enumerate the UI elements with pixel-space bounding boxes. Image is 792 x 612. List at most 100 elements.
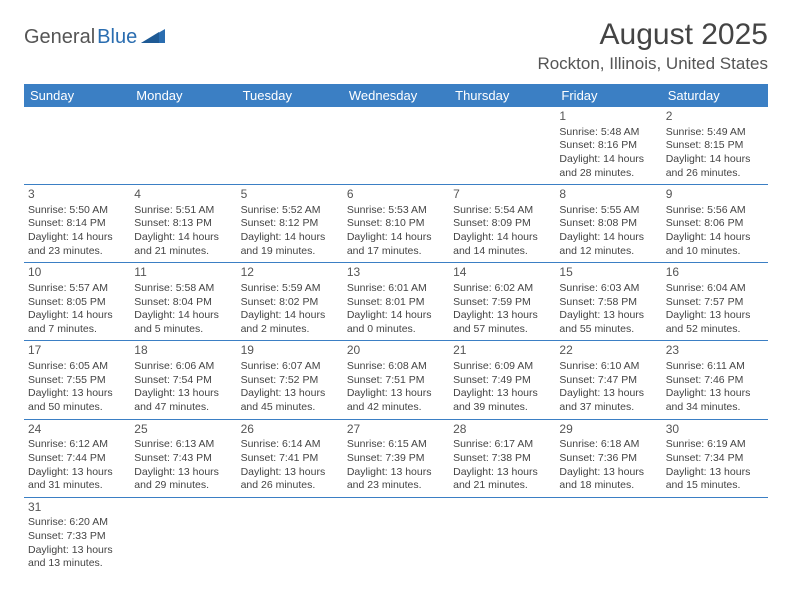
daylight-line-1: Daylight: 13 hours bbox=[134, 387, 232, 401]
daylight-line-1: Daylight: 13 hours bbox=[666, 466, 764, 480]
header: GeneralBlue August 2025 Rockton, Illinoi… bbox=[24, 18, 768, 74]
daylight-line-1: Daylight: 13 hours bbox=[559, 309, 657, 323]
sunrise-line: Sunrise: 6:04 AM bbox=[666, 282, 764, 296]
daylight-line-2: and 57 minutes. bbox=[453, 323, 551, 337]
calendar-table: SundayMondayTuesdayWednesdayThursdayFrid… bbox=[24, 84, 768, 575]
calendar-day-cell: 20Sunrise: 6:08 AMSunset: 7:51 PMDayligh… bbox=[343, 341, 449, 419]
daylight-line-2: and 52 minutes. bbox=[666, 323, 764, 337]
daylight-line-1: Daylight: 13 hours bbox=[134, 466, 232, 480]
weekday-header-row: SundayMondayTuesdayWednesdayThursdayFrid… bbox=[24, 84, 768, 107]
sunrise-line: Sunrise: 6:14 AM bbox=[241, 438, 339, 452]
day-number: 27 bbox=[347, 422, 445, 438]
day-number: 10 bbox=[28, 265, 126, 281]
sunrise-line: Sunrise: 6:02 AM bbox=[453, 282, 551, 296]
calendar-day-cell: 23Sunrise: 6:11 AMSunset: 7:46 PMDayligh… bbox=[662, 341, 768, 419]
calendar-day-cell: 17Sunrise: 6:05 AMSunset: 7:55 PMDayligh… bbox=[24, 341, 130, 419]
sunrise-line: Sunrise: 6:03 AM bbox=[559, 282, 657, 296]
calendar-day-cell: 3Sunrise: 5:50 AMSunset: 8:14 PMDaylight… bbox=[24, 185, 130, 263]
sunset-line: Sunset: 7:46 PM bbox=[666, 374, 764, 388]
daylight-line-1: Daylight: 13 hours bbox=[241, 466, 339, 480]
daylight-line-2: and 15 minutes. bbox=[666, 479, 764, 493]
calendar-day-cell: 12Sunrise: 5:59 AMSunset: 8:02 PMDayligh… bbox=[237, 263, 343, 341]
daylight-line-2: and 2 minutes. bbox=[241, 323, 339, 337]
calendar-day-cell: 24Sunrise: 6:12 AMSunset: 7:44 PMDayligh… bbox=[24, 419, 130, 497]
calendar-day-cell: 30Sunrise: 6:19 AMSunset: 7:34 PMDayligh… bbox=[662, 419, 768, 497]
weekday-header: Saturday bbox=[662, 84, 768, 107]
sunset-line: Sunset: 7:59 PM bbox=[453, 296, 551, 310]
day-number: 1 bbox=[559, 109, 657, 125]
sunset-line: Sunset: 7:33 PM bbox=[28, 530, 126, 544]
daylight-line-2: and 55 minutes. bbox=[559, 323, 657, 337]
daylight-line-1: Daylight: 14 hours bbox=[559, 231, 657, 245]
sunrise-line: Sunrise: 6:01 AM bbox=[347, 282, 445, 296]
sunrise-line: Sunrise: 5:53 AM bbox=[347, 204, 445, 218]
calendar-day-cell: 6Sunrise: 5:53 AMSunset: 8:10 PMDaylight… bbox=[343, 185, 449, 263]
day-number: 21 bbox=[453, 343, 551, 359]
calendar-day-cell bbox=[237, 497, 343, 575]
day-number: 29 bbox=[559, 422, 657, 438]
daylight-line-2: and 18 minutes. bbox=[559, 479, 657, 493]
sunset-line: Sunset: 8:13 PM bbox=[134, 217, 232, 231]
day-number: 20 bbox=[347, 343, 445, 359]
daylight-line-2: and 39 minutes. bbox=[453, 401, 551, 415]
calendar-day-cell: 31Sunrise: 6:20 AMSunset: 7:33 PMDayligh… bbox=[24, 497, 130, 575]
calendar-day-cell: 15Sunrise: 6:03 AMSunset: 7:58 PMDayligh… bbox=[555, 263, 661, 341]
sunrise-line: Sunrise: 6:11 AM bbox=[666, 360, 764, 374]
day-number: 22 bbox=[559, 343, 657, 359]
logo: GeneralBlue bbox=[24, 18, 165, 49]
calendar-day-cell: 1Sunrise: 5:48 AMSunset: 8:16 PMDaylight… bbox=[555, 107, 661, 185]
sunrise-line: Sunrise: 6:06 AM bbox=[134, 360, 232, 374]
day-number: 13 bbox=[347, 265, 445, 281]
daylight-line-2: and 7 minutes. bbox=[28, 323, 126, 337]
calendar-day-cell bbox=[449, 107, 555, 185]
sunrise-line: Sunrise: 6:15 AM bbox=[347, 438, 445, 452]
weekday-header: Thursday bbox=[449, 84, 555, 107]
calendar-day-cell: 25Sunrise: 6:13 AMSunset: 7:43 PMDayligh… bbox=[130, 419, 236, 497]
sunset-line: Sunset: 8:01 PM bbox=[347, 296, 445, 310]
calendar-week-row: 24Sunrise: 6:12 AMSunset: 7:44 PMDayligh… bbox=[24, 419, 768, 497]
calendar-day-cell: 26Sunrise: 6:14 AMSunset: 7:41 PMDayligh… bbox=[237, 419, 343, 497]
sunrise-line: Sunrise: 6:18 AM bbox=[559, 438, 657, 452]
daylight-line-2: and 26 minutes. bbox=[241, 479, 339, 493]
daylight-line-2: and 31 minutes. bbox=[28, 479, 126, 493]
sunset-line: Sunset: 7:47 PM bbox=[559, 374, 657, 388]
daylight-line-1: Daylight: 14 hours bbox=[666, 153, 764, 167]
daylight-line-1: Daylight: 14 hours bbox=[666, 231, 764, 245]
sunset-line: Sunset: 7:58 PM bbox=[559, 296, 657, 310]
daylight-line-2: and 50 minutes. bbox=[28, 401, 126, 415]
sunset-line: Sunset: 8:12 PM bbox=[241, 217, 339, 231]
sunset-line: Sunset: 7:44 PM bbox=[28, 452, 126, 466]
sunset-line: Sunset: 8:05 PM bbox=[28, 296, 126, 310]
sunrise-line: Sunrise: 5:52 AM bbox=[241, 204, 339, 218]
day-number: 8 bbox=[559, 187, 657, 203]
sunrise-line: Sunrise: 6:05 AM bbox=[28, 360, 126, 374]
calendar-day-cell bbox=[343, 497, 449, 575]
weekday-header: Sunday bbox=[24, 84, 130, 107]
daylight-line-1: Daylight: 13 hours bbox=[28, 387, 126, 401]
sunset-line: Sunset: 7:38 PM bbox=[453, 452, 551, 466]
sunset-line: Sunset: 7:54 PM bbox=[134, 374, 232, 388]
calendar-week-row: 17Sunrise: 6:05 AMSunset: 7:55 PMDayligh… bbox=[24, 341, 768, 419]
day-number: 6 bbox=[347, 187, 445, 203]
sunrise-line: Sunrise: 5:49 AM bbox=[666, 126, 764, 140]
sunset-line: Sunset: 8:08 PM bbox=[559, 217, 657, 231]
day-number: 26 bbox=[241, 422, 339, 438]
daylight-line-1: Daylight: 13 hours bbox=[453, 387, 551, 401]
sunset-line: Sunset: 8:04 PM bbox=[134, 296, 232, 310]
day-number: 15 bbox=[559, 265, 657, 281]
daylight-line-2: and 5 minutes. bbox=[134, 323, 232, 337]
sunset-line: Sunset: 8:09 PM bbox=[453, 217, 551, 231]
sunrise-line: Sunrise: 5:54 AM bbox=[453, 204, 551, 218]
sunset-line: Sunset: 8:02 PM bbox=[241, 296, 339, 310]
daylight-line-2: and 26 minutes. bbox=[666, 167, 764, 181]
daylight-line-1: Daylight: 14 hours bbox=[28, 231, 126, 245]
calendar-day-cell bbox=[343, 107, 449, 185]
daylight-line-1: Daylight: 14 hours bbox=[453, 231, 551, 245]
day-number: 14 bbox=[453, 265, 551, 281]
daylight-line-1: Daylight: 13 hours bbox=[28, 466, 126, 480]
daylight-line-1: Daylight: 13 hours bbox=[28, 544, 126, 558]
calendar-day-cell: 9Sunrise: 5:56 AMSunset: 8:06 PMDaylight… bbox=[662, 185, 768, 263]
day-number: 2 bbox=[666, 109, 764, 125]
sunset-line: Sunset: 7:41 PM bbox=[241, 452, 339, 466]
daylight-line-1: Daylight: 14 hours bbox=[559, 153, 657, 167]
